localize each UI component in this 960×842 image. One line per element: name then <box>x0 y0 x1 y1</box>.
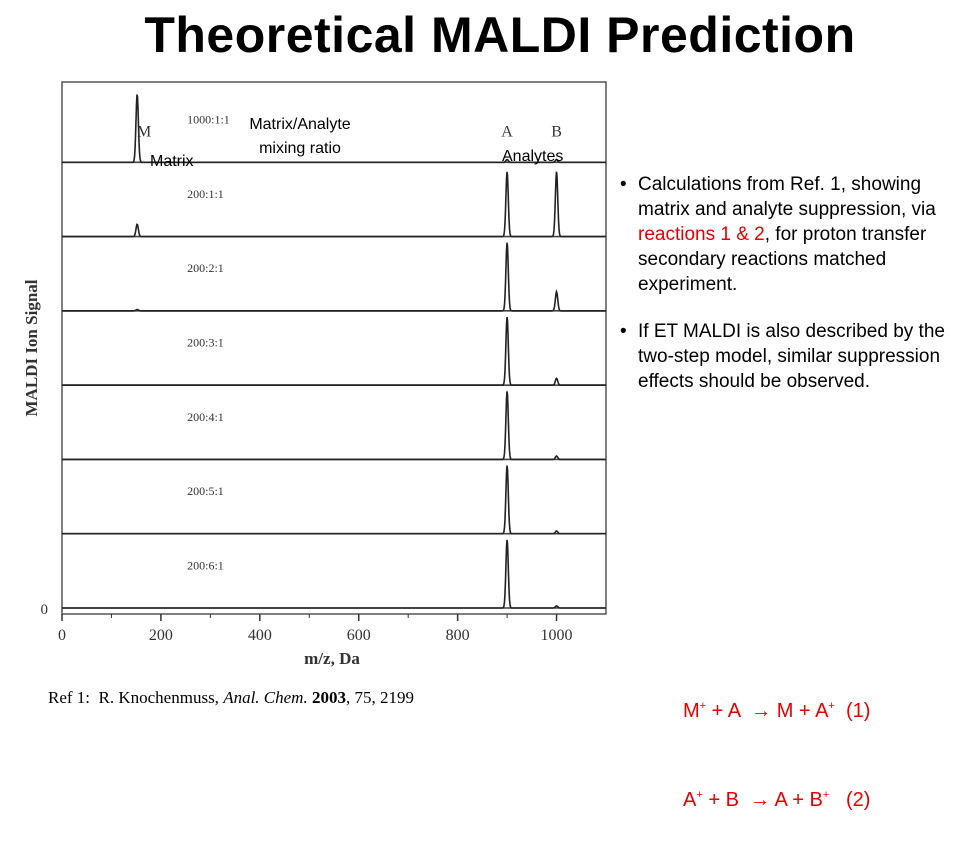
x-tick-label: 600 <box>347 627 371 644</box>
ratio-label: 200:2:1 <box>187 261 224 275</box>
reaction-2-species: A <box>683 789 697 811</box>
spectrum-line-200:6:1 <box>62 539 606 609</box>
mixing-ratio-line2: mixing ratio <box>259 140 341 157</box>
analytes-annotation: Analytes <box>502 148 564 165</box>
ratio-label: 1000:1:1 <box>187 113 230 127</box>
reference-author: Ref 1: R. Knochenmuss, <box>48 688 224 707</box>
reference-volume-pages: , 75, 2199 <box>345 688 414 707</box>
spectrum-line-200:3:1 <box>62 316 606 386</box>
x-tick-label: 1000 <box>541 627 573 644</box>
maldi-chart: 1000:1:1 200:1:1 200:2:1 200:3:1 200:4:1 200:… <box>22 81 607 668</box>
mixing-ratio-line1: Matrix/Analyte <box>249 116 351 133</box>
bullet-item-et-maldi: If ET MALDI is also described by the two… <box>620 319 945 394</box>
plot-frame <box>61 81 607 615</box>
reaction-2-product: A + B <box>770 789 823 811</box>
spectrum-line-1000:1:1 <box>62 94 606 164</box>
y-axis-label: MALDI Ion Signal <box>22 279 41 416</box>
reaction-2-reactant: + B <box>702 789 751 811</box>
bullet-list: Calculations from Ref. 1, showing matrix… <box>620 172 945 416</box>
x-tick-label: 200 <box>149 627 173 644</box>
reaction-1-label: (1) <box>834 700 871 722</box>
bullet-item-calculations: Calculations from Ref. 1, showing matrix… <box>620 172 945 297</box>
ratio-label: 200:1:1 <box>187 187 224 201</box>
slide-title: Theoretical MALDI Prediction <box>144 7 856 63</box>
bullet-highlight: reactions 1 & 2 <box>638 224 765 245</box>
x-tick-label: 0 <box>58 627 66 644</box>
y-tick-label: 0 <box>41 602 49 618</box>
reference-citation: Ref 1: R. Knochenmuss, Anal. Chem. 2003,… <box>48 688 414 708</box>
reaction-1-product: M + A <box>771 700 829 722</box>
ratio-label: 200:4:1 <box>187 410 224 424</box>
reaction-1-arrow-icon: → <box>751 700 772 722</box>
spectrum-line-200:4:1 <box>62 391 606 461</box>
reaction-equations: M+ + A → M + A+ (1) A+ + B → A + B+ (2) <box>683 636 870 842</box>
bullet-text: If ET MALDI is also described by the two… <box>638 321 945 392</box>
peak-label-M: M <box>137 123 151 140</box>
reaction-2-label: (2) <box>829 789 871 811</box>
spectrum-line-200:5:1 <box>62 465 606 535</box>
reference-year: 2003 <box>311 688 346 707</box>
ratio-label: 200:5:1 <box>187 484 224 498</box>
mixing-ratio-annotation: Matrix/Analyte mixing ratio <box>220 113 380 161</box>
ratio-label: 200:6:1 <box>187 558 224 572</box>
reaction-1: M+ + A → M + A+ (1) <box>683 692 870 725</box>
reaction-1-product-charge: + <box>828 700 835 712</box>
bullet-text: Calculations from Ref. 1, showing matrix… <box>638 174 936 220</box>
x-tick-label: 400 <box>248 627 272 644</box>
reaction-2-arrow-icon: → <box>750 789 771 811</box>
bullet-text-end: , for proton transfer secondary reaction… <box>638 224 927 295</box>
peak-label-A: A <box>501 123 513 140</box>
ratio-label: 200:3:1 <box>187 336 224 350</box>
matrix-annotation: Matrix <box>150 153 194 170</box>
reaction-2: A+ + B → A + B+ (2) <box>683 781 870 814</box>
spectrum-line-200:2:1 <box>62 242 606 312</box>
reaction-1-reactant: + A <box>706 700 752 722</box>
spectrum-line-200:1:1 <box>62 171 606 238</box>
peak-label-B: B <box>551 123 562 140</box>
reference-journal: Anal. Chem. <box>223 688 308 707</box>
x-tick-label: 800 <box>446 627 470 644</box>
reaction-1-species: M <box>683 700 700 722</box>
reaction-1-charge: + <box>699 700 707 712</box>
x-axis-label: m/z, Da <box>304 649 360 668</box>
